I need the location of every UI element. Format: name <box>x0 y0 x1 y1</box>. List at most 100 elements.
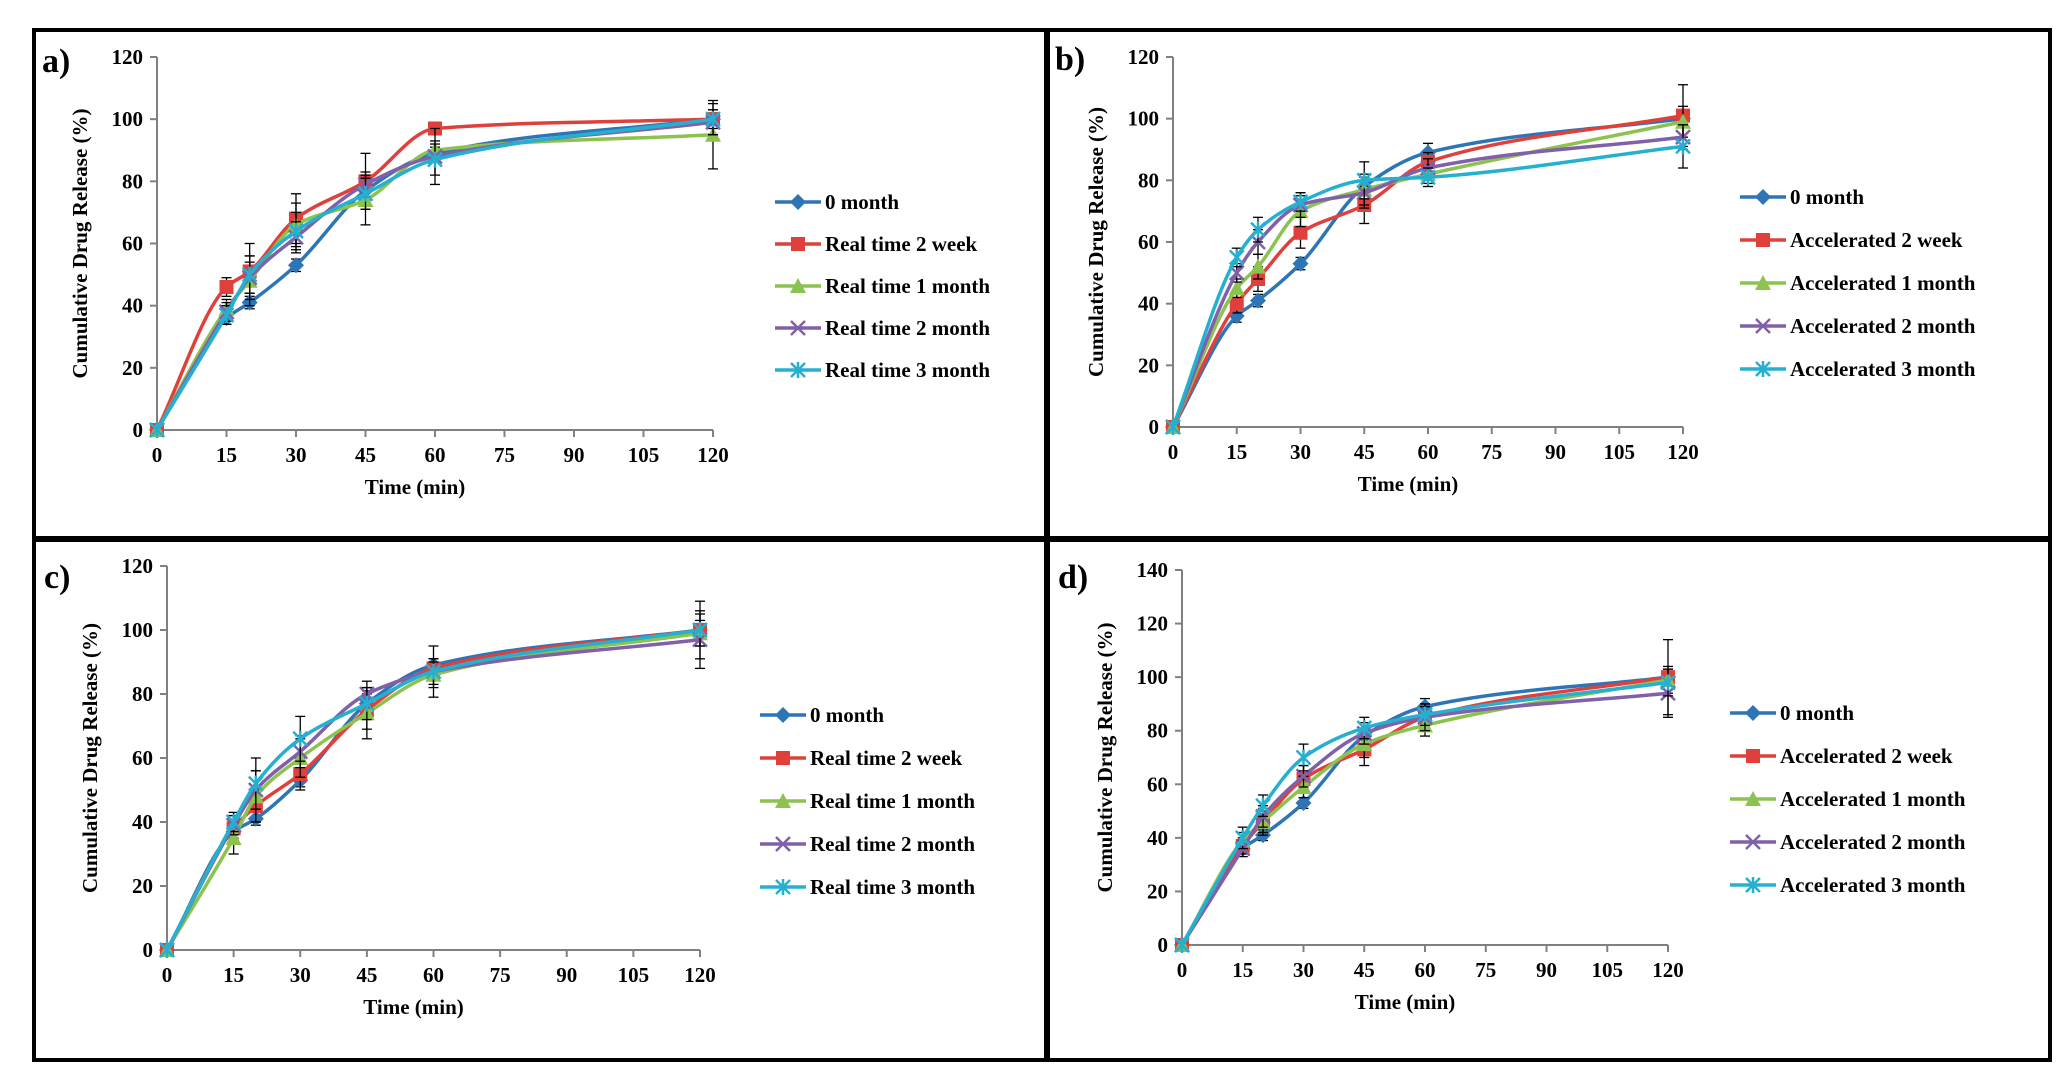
legend-label: 0 month <box>1790 185 1864 209</box>
data-point <box>1295 768 1312 785</box>
legend-entry: Accelerated 2 month <box>1730 830 1966 854</box>
data-point <box>425 663 442 680</box>
x-tick-label: 105 <box>1604 440 1636 464</box>
legend-entry: Real time 3 month <box>775 358 990 382</box>
x-tick-label: 105 <box>618 963 650 987</box>
y-tick-label: 20 <box>132 874 153 898</box>
legend-entry: Real time 1 month <box>775 274 990 298</box>
legend-label: 0 month <box>1780 701 1854 725</box>
x-axis-title: Time (min) <box>365 475 466 499</box>
legend-marker <box>775 836 791 852</box>
panel-label: c) <box>44 559 70 596</box>
legend-label: Accelerated 2 week <box>1780 744 1953 768</box>
y-tick-label: 0 <box>133 418 144 442</box>
y-tick-label: 120 <box>122 554 154 578</box>
y-tick-label: 100 <box>1137 665 1169 689</box>
y-tick-label: 120 <box>1137 612 1169 636</box>
data-point <box>225 814 242 830</box>
y-tick-label: 20 <box>1147 879 1168 903</box>
x-tick-label: 0 <box>152 443 163 467</box>
panel-label: d) <box>1058 559 1088 596</box>
legend-entry: Real time 2 week <box>760 746 963 770</box>
x-tick-label: 75 <box>494 443 515 467</box>
x-tick-label: 60 <box>423 963 444 987</box>
legend-marker <box>1746 749 1760 763</box>
legend-label: Real time 2 week <box>825 232 978 256</box>
y-tick-label: 80 <box>1138 168 1159 192</box>
data-point <box>1417 706 1433 723</box>
x-tick-label: 60 <box>425 443 446 467</box>
data-point <box>1660 674 1676 691</box>
y-tick-label: 60 <box>122 232 143 256</box>
legend-label: Real time 2 week <box>810 746 963 770</box>
legend-entry: Accelerated 2 week <box>1730 744 1953 768</box>
data-point <box>159 942 175 958</box>
legend-entry: 0 month <box>760 703 884 727</box>
x-tick-label: 15 <box>216 443 237 467</box>
data-point <box>1356 720 1373 737</box>
series-4 <box>149 102 721 438</box>
y-tick-label: 40 <box>1147 826 1168 850</box>
data-point <box>427 151 443 168</box>
legend-marker <box>775 707 791 723</box>
data-point <box>1229 296 1244 311</box>
y-tick-label: 100 <box>112 107 144 131</box>
legend-entry: Accelerated 2 week <box>1740 228 1963 252</box>
y-axis-title: Cumulative Drug Release (%) <box>1093 622 1117 892</box>
y-tick-label: 0 <box>1149 415 1160 439</box>
data-point <box>1293 225 1308 240</box>
data-point <box>288 223 304 240</box>
y-tick-label: 120 <box>1128 45 1160 69</box>
legend-marker <box>790 362 806 378</box>
panel-d: d) 0 20 40 60 80 100 120 140 0 15 30 45 60 75 90 105 120 T… <box>1046 538 2052 1062</box>
legend-marker <box>1745 834 1761 850</box>
y-tick-label: 20 <box>1138 353 1159 377</box>
legend-marker <box>775 879 791 895</box>
legend-entry: Real time 2 week <box>775 232 978 256</box>
legend-marker <box>1745 877 1761 893</box>
data-point <box>247 775 264 792</box>
x-tick-label: 45 <box>1354 440 1375 464</box>
series-line <box>1171 120 1685 429</box>
legend-entry: Accelerated 1 month <box>1740 271 1976 295</box>
series-4 <box>159 613 708 958</box>
legend-entry: 0 month <box>1730 701 1854 725</box>
x-tick-label: 120 <box>684 963 716 987</box>
data-point <box>1250 221 1266 238</box>
y-tick-label: 0 <box>1158 933 1169 957</box>
y-tick-label: 40 <box>1138 292 1159 316</box>
y-tick-label: 40 <box>132 810 153 834</box>
x-tick-label: 0 <box>1168 440 1179 464</box>
series-line <box>165 628 702 952</box>
data-point <box>1295 749 1312 766</box>
legend-marker <box>1755 189 1771 205</box>
panel-label: a) <box>42 43 70 80</box>
x-tick-label: 60 <box>1418 440 1439 464</box>
legend-marker <box>790 320 806 336</box>
y-tick-label: 100 <box>1128 107 1160 131</box>
data-point <box>241 266 258 283</box>
legend-label: Real time 1 month <box>825 274 990 298</box>
x-tick-label: 120 <box>1667 440 1699 464</box>
legend-marker <box>790 278 806 293</box>
legend-marker <box>791 237 805 251</box>
legend-label: Accelerated 3 month <box>1790 357 1976 381</box>
data-point <box>288 257 304 274</box>
y-tick-label: 80 <box>122 169 143 193</box>
x-tick-label: 30 <box>290 963 311 987</box>
x-tick-label: 45 <box>356 963 377 987</box>
legend-entry: Real time 3 month <box>760 875 975 899</box>
x-tick-label: 30 <box>286 443 307 467</box>
legend-label: Accelerated 1 month <box>1780 787 1966 811</box>
y-tick-label: 60 <box>132 746 153 770</box>
data-point <box>149 422 165 438</box>
x-tick-label: 90 <box>1545 440 1566 464</box>
x-tick-label: 0 <box>1177 958 1188 982</box>
data-point <box>225 830 242 845</box>
legend-entry: 0 month <box>1740 185 1864 209</box>
data-point <box>1255 797 1271 814</box>
x-tick-label: 120 <box>1652 958 1684 982</box>
legend-label: Accelerated 2 week <box>1790 228 1963 252</box>
data-point <box>1356 172 1373 189</box>
